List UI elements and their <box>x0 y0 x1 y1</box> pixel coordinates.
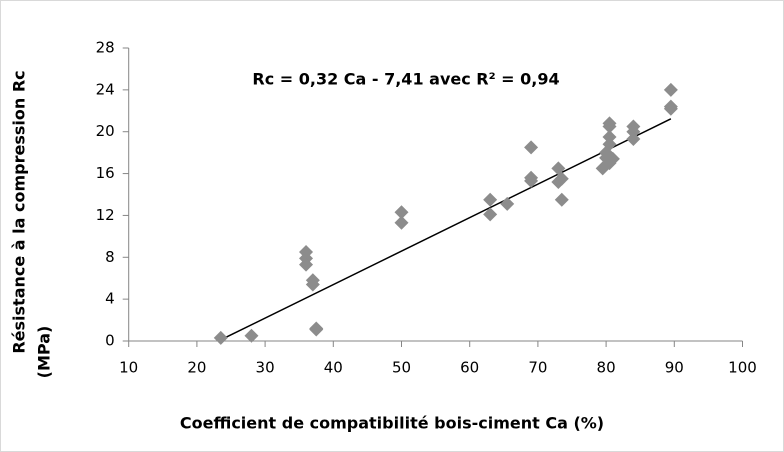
y-tick-label: 20 <box>96 122 115 140</box>
data-point <box>394 215 409 230</box>
y-tick-label: 28 <box>96 39 115 57</box>
data-point <box>602 129 617 144</box>
data-point <box>500 196 515 211</box>
trendline-equation: Rc = 0,32 Ca - 7,41 avec R² = 0,94 <box>252 70 559 89</box>
data-point <box>602 137 617 152</box>
y-axis-title: Résistance à la compression Rc <box>10 70 29 353</box>
data-point <box>299 257 314 272</box>
x-tick-label: 90 <box>665 359 684 377</box>
data-point <box>605 151 620 166</box>
y-tick-label: 24 <box>96 80 115 98</box>
y-tick-label: 4 <box>105 290 115 308</box>
x-tick-label: 80 <box>597 359 616 377</box>
trendline <box>220 118 672 341</box>
data-point <box>626 132 641 147</box>
y-tick-label: 0 <box>105 332 115 350</box>
x-tick-label: 100 <box>728 359 757 377</box>
data-point <box>663 82 678 97</box>
y-tick-label: 12 <box>96 206 115 224</box>
y-axis-title: (MPa) <box>35 326 54 379</box>
data-point <box>602 119 617 134</box>
data-point <box>309 322 324 337</box>
data-point <box>213 330 228 345</box>
y-tick-label: 8 <box>105 248 115 266</box>
y-tick-label: 16 <box>96 164 115 182</box>
data-point <box>483 207 498 222</box>
x-tick-label: 30 <box>256 359 275 377</box>
data-point <box>483 192 498 207</box>
data-point <box>524 140 539 155</box>
data-point <box>554 192 569 207</box>
x-tick-label: 10 <box>119 359 138 377</box>
x-tick-label: 20 <box>187 359 206 377</box>
data-point <box>244 328 259 343</box>
x-tick-label: 40 <box>324 359 343 377</box>
data-point <box>551 161 566 176</box>
x-axis-title: Coefficient de compatibilité bois-ciment… <box>180 414 604 433</box>
data-point <box>305 277 320 292</box>
data-point <box>554 171 569 186</box>
data-point <box>626 124 641 139</box>
data-point <box>394 205 409 220</box>
x-tick-label: 60 <box>460 359 479 377</box>
x-tick-label: 50 <box>392 359 411 377</box>
data-point <box>663 101 678 116</box>
data-point <box>524 173 539 188</box>
x-tick-label: 70 <box>528 359 547 377</box>
